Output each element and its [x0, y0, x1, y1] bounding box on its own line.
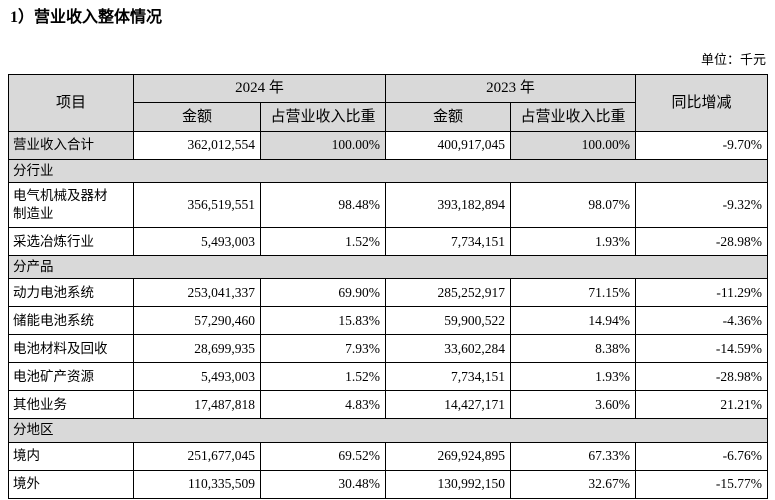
header-ratio-2024: 占营业收入比重	[259, 102, 387, 132]
row-label: 动力电池系统	[8, 278, 134, 308]
row-label: 电气机械及器材制造业	[8, 182, 134, 229]
header-amount-2023: 金额	[385, 102, 512, 132]
cell-amount-2024: 356,519,551	[133, 182, 261, 229]
table-row: 营业收入合计 362,012,554 100.00% 400,917,045 100.0…	[8, 131, 769, 160]
cell-amount-2023: 59,900,522	[385, 306, 512, 336]
cell-yoy: -14.59%	[635, 334, 769, 364]
cell-amount-2023: 7,734,151	[385, 227, 512, 257]
row-label: 储能电池系统	[8, 306, 134, 336]
cell-ratio-2023: 14.94%	[510, 306, 637, 336]
cell-amount-2024: 57,290,460	[133, 306, 261, 336]
header-yoy: 同比增减	[635, 74, 769, 132]
header-ratio-2023: 占营业收入比重	[510, 102, 637, 132]
cell-ratio-2024: 7.93%	[259, 334, 387, 364]
row-label: 采选冶炼行业	[8, 227, 134, 257]
cell-amount-2024: 5,493,003	[133, 362, 261, 392]
cell-yoy: -15.77%	[635, 469, 769, 499]
table-row: 电气机械及器材制造业 356,519,551 98.48% 393,182,894 98…	[8, 182, 769, 229]
cell-ratio-2023: 98.07%	[510, 182, 637, 229]
cell-amount-2024: 28,699,935	[133, 334, 261, 364]
header-year-2023: 2023 年	[385, 74, 637, 103]
row-label: 境内	[8, 441, 134, 471]
cell-yoy: -28.98%	[635, 362, 769, 392]
cell-ratio-2023: 100.00%	[510, 131, 637, 160]
revenue-table: 项目 2024 年 2023 年 同比增减 金额 占营业收入比重 金额 占营业收…	[7, 74, 769, 499]
table-row: 其他业务 17,487,818 4.83% 14,427,171 3.60% 21.21%	[8, 390, 769, 420]
cell-ratio-2024: 15.83%	[259, 306, 387, 336]
cell-ratio-2023: 8.38%	[510, 334, 637, 364]
header-amount-2024: 金额	[133, 102, 261, 132]
cell-amount-2023: 130,992,150	[385, 469, 512, 499]
cell-ratio-2023: 71.15%	[510, 278, 637, 308]
cell-ratio-2024: 100.00%	[259, 131, 387, 160]
cell-yoy: -11.29%	[635, 278, 769, 308]
section-label: 分行业	[7, 158, 769, 184]
cell-ratio-2023: 1.93%	[510, 362, 637, 392]
cell-ratio-2024: 69.90%	[259, 278, 387, 308]
cell-amount-2023: 393,182,894	[385, 182, 512, 229]
table-row: 电池矿产资源 5,493,003 1.52% 7,734,151 1.93% -28.98…	[8, 362, 769, 392]
row-label: 境外	[8, 469, 134, 499]
cell-amount-2023: 14,427,171	[385, 390, 512, 420]
unit-label: 单位：千元	[700, 52, 766, 67]
row-label: 营业收入合计	[8, 131, 134, 160]
section-label: 分产品	[7, 255, 769, 280]
table-header: 项目 2024 年 2023 年 同比增减 金额 占营业收入比重 金额 占营业收…	[8, 74, 769, 132]
table-row: 动力电池系统 253,041,337 69.90% 285,252,917 71.15%…	[8, 278, 769, 308]
row-label: 其他业务	[8, 390, 134, 420]
cell-amount-2023: 7,734,151	[385, 362, 512, 392]
cell-yoy: -9.70%	[635, 131, 769, 160]
cell-yoy: -28.98%	[635, 227, 769, 257]
table-row: 境内 251,677,045 69.52% 269,924,895 67.33% -6.7…	[8, 441, 769, 471]
cell-amount-2024: 253,041,337	[133, 278, 261, 308]
cell-yoy: -6.76%	[635, 441, 769, 471]
cell-amount-2023: 33,602,284	[385, 334, 512, 364]
cell-amount-2023: 285,252,917	[385, 278, 512, 308]
cell-amount-2023: 269,924,895	[385, 441, 512, 471]
cell-ratio-2024: 98.48%	[259, 182, 387, 229]
section-row: 分地区	[7, 418, 769, 443]
table-row: 电池材料及回收 28,699,935 7.93% 33,602,284 8.38% -14…	[8, 334, 769, 364]
cell-ratio-2023: 67.33%	[510, 441, 637, 471]
row-label: 电池矿产资源	[8, 362, 134, 392]
table-row: 采选冶炼行业 5,493,003 1.52% 7,734,151 1.93% -28.98…	[8, 227, 769, 257]
page-title: 1）营业收入整体情况	[10, 9, 163, 26]
header-row-1: 项目 2024 年 2023 年 同比增减	[8, 74, 769, 132]
row-label: 电池材料及回收	[8, 334, 134, 364]
cell-yoy: 21.21%	[635, 390, 769, 420]
header-year-2024: 2024 年	[132, 74, 387, 103]
cell-ratio-2024: 30.48%	[259, 469, 387, 499]
cell-yoy: -9.32%	[635, 182, 769, 229]
cell-yoy: -4.36%	[635, 306, 769, 336]
cell-amount-2023: 400,917,045	[385, 131, 512, 160]
cell-ratio-2023: 1.93%	[510, 227, 637, 257]
cell-ratio-2024: 1.52%	[259, 227, 387, 257]
row-label-text: 电气机械及器材制造业	[13, 188, 108, 222]
cell-amount-2024: 110,335,509	[133, 469, 261, 499]
cell-ratio-2023: 32.67%	[510, 469, 637, 499]
header-item: 项目	[8, 74, 134, 132]
cell-amount-2024: 17,487,818	[133, 390, 261, 420]
cell-ratio-2024: 1.52%	[259, 362, 387, 392]
section-row: 分产品	[7, 255, 769, 280]
cell-ratio-2023: 3.60%	[510, 390, 637, 420]
header-row-2: 金额 占营业收入比重 金额 占营业收入比重	[9, 102, 768, 132]
table-row: 境外 110,335,509 30.48% 130,992,150 32.67% -15.…	[8, 469, 769, 499]
cell-ratio-2024: 4.83%	[259, 390, 387, 420]
report-page: 1）营业收入整体情况 单位：千元 项目 2024 年 2023 年 同比增减 金…	[0, 8, 775, 499]
cell-amount-2024: 5,493,003	[133, 227, 261, 257]
table-row: 储能电池系统 57,290,460 15.83% 59,900,522 14.94% -4…	[8, 306, 769, 336]
section-label: 分地区	[7, 418, 769, 443]
cell-amount-2024: 251,677,045	[133, 441, 261, 471]
cell-amount-2024: 362,012,554	[133, 131, 261, 160]
table-body: 营业收入合计 362,012,554 100.00% 400,917,045 100.0…	[7, 131, 769, 499]
section-row: 分行业	[7, 158, 769, 184]
cell-ratio-2024: 69.52%	[259, 441, 387, 471]
